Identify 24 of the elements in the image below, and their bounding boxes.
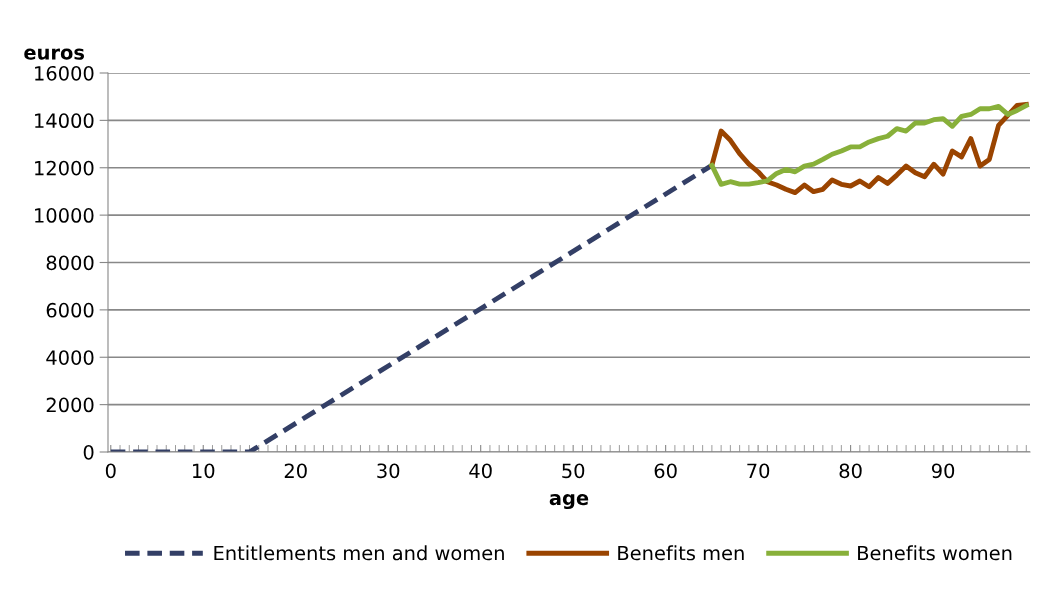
y-tick-label: 4000 [46, 350, 94, 365]
y-tick-label: 12000 [35, 160, 94, 176]
y-tick-label: 0 [83, 444, 94, 460]
x-tick-label: 50 [562, 463, 585, 479]
y-tick-label: 14000 [35, 113, 94, 129]
y-tick-label: 10000 [35, 208, 94, 223]
x-tick-label: 10 [193, 463, 215, 479]
legend-label: Benefits women [858, 545, 1012, 561]
x-axis-title: age [549, 494, 589, 510]
y-axis-title: euros [24, 48, 85, 60]
y-tick-label: 16000 [35, 65, 94, 81]
legend-label: Benefits men [618, 545, 744, 561]
x-tick-label: 60 [654, 463, 677, 479]
y-tick-label: 8000 [46, 255, 94, 271]
x-tick-label: 40 [469, 463, 492, 479]
x-tick-label: 20 [284, 463, 307, 479]
x-tick-label: 70 [747, 463, 770, 479]
x-tick-label: 80 [839, 463, 862, 479]
legend-label: Entitlements men and women [214, 545, 504, 561]
x-tick-label: 90 [931, 463, 955, 479]
y-tick-label: 6000 [46, 302, 94, 318]
y-tick-label: 2000 [46, 397, 94, 413]
x-tick-label: 30 [377, 463, 400, 479]
x-tick-label: 0 [105, 463, 116, 479]
